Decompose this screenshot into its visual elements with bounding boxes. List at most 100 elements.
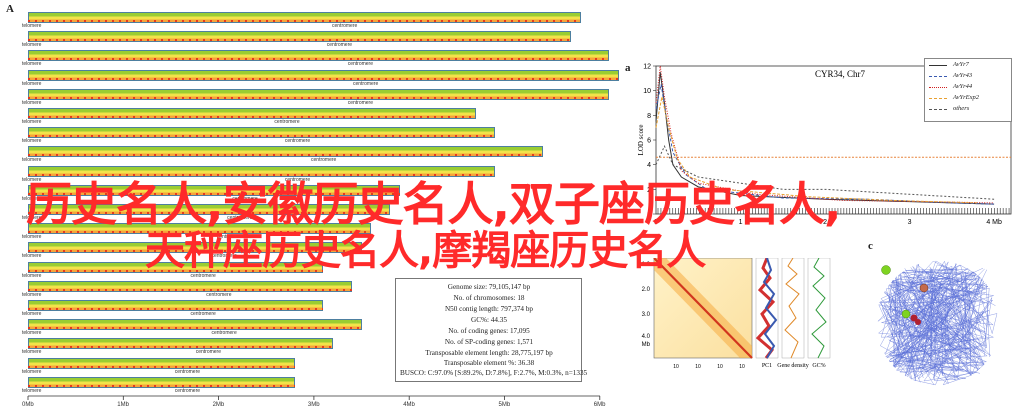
chromosome-6-hotspots <box>28 116 476 118</box>
centromere-label: centromere <box>227 215 253 221</box>
chromosome-4 <box>28 69 619 81</box>
telomere-label: telomere <box>22 195 42 202</box>
lod-series-others <box>655 144 995 200</box>
centromere-label: centromere <box>195 349 222 356</box>
telomere-label: telomere <box>22 176 42 183</box>
legend-label-avyrexp2: AvYrExp2 <box>953 94 979 101</box>
chromatin-strand <box>890 264 993 357</box>
legend-label-avyr7: AvYr7 <box>953 61 969 68</box>
centromere-label: centromere <box>216 234 242 241</box>
lod-y-tick-label: 12 <box>643 64 651 71</box>
centromere-label: centromere <box>211 330 237 337</box>
stat-te-percent: Transposable element %: 36.38 <box>443 359 535 367</box>
telomere-label: telomere <box>22 330 42 337</box>
lod-x-tick-label: 2 <box>823 219 827 226</box>
chromatin-strand <box>888 266 991 356</box>
legend-swatch-others <box>929 109 947 110</box>
lod-y-tick-label: 6 <box>647 138 651 145</box>
legend-label-others: others <box>953 105 970 112</box>
chromatin-strand <box>890 268 973 353</box>
marker-red-2 <box>915 319 921 325</box>
telomere-label: telomere <box>22 368 42 375</box>
chromosome-14 <box>28 261 324 273</box>
track-label-gc: GC% <box>812 363 825 369</box>
hic-y-tick-4: 4.0 <box>642 334 651 340</box>
lod-x-tick-label: 3 <box>908 219 912 226</box>
centromere-label: centromere <box>284 176 311 183</box>
chromatin-strand <box>892 280 964 372</box>
chromatin-strand <box>879 280 984 375</box>
chromosome-19 <box>28 357 295 369</box>
chromatin-strand <box>892 279 983 386</box>
hic-y-tick-2: 2.0 <box>642 287 651 293</box>
lod-x-tick-label: 4 Mb <box>986 219 1002 226</box>
panel-letter-a-right: a <box>625 62 631 74</box>
lod-x-tick-label: 1 <box>739 219 743 226</box>
chromosome-15 <box>28 280 353 292</box>
legend-label-avyr44: AvYr44 <box>953 83 973 90</box>
chromatin-strand <box>886 277 986 359</box>
track-label-pc1: PC1 <box>762 363 772 369</box>
pc1-track <box>755 258 779 359</box>
chromosome-13-hotspots <box>28 250 362 253</box>
centromere-label: centromere <box>326 42 353 49</box>
stat-chromosomes: No. of chromosomes: 18 <box>453 294 525 302</box>
centromere-label: centromere <box>190 311 216 317</box>
legend-swatch-avyr7 <box>929 65 947 66</box>
chromatin-strand <box>888 285 977 384</box>
chromosome-8 <box>28 146 543 158</box>
chromosome-2-hotspots <box>28 39 572 42</box>
stat-te-length: Transposable element length: 28,775,197 … <box>425 349 553 357</box>
chromosome-20 <box>28 376 295 388</box>
chromosome-6 <box>28 108 476 119</box>
lod-y-tick-label: 8 <box>647 113 651 120</box>
chromatin-strand <box>883 268 985 383</box>
hic-x-tick-2: 10 <box>695 364 701 370</box>
legend-swatch-avyrexp2 <box>929 98 947 99</box>
chromosome-9-hotspots <box>28 173 495 176</box>
telomere-label: telomere <box>22 119 42 125</box>
centromere-label: centromere <box>274 119 300 125</box>
chromatin-strand <box>892 280 978 378</box>
chromatin-strand <box>889 273 952 381</box>
axis-tick-label: 1Mb <box>117 402 129 408</box>
axis-tick-label: 5Mb <box>498 402 511 408</box>
hic-y-tick-3: 3.0 <box>642 312 651 318</box>
chromosome-1 <box>28 12 581 23</box>
chromosome-10-hotspots <box>28 192 400 195</box>
chromosome-7 <box>28 127 495 139</box>
telomere-label: telomere <box>22 349 42 356</box>
chromatin-strand <box>905 269 978 380</box>
chromosome-5-hotspots <box>28 96 610 99</box>
centromere-label: centromere <box>190 272 216 279</box>
centromere-label: centromere <box>347 99 374 106</box>
stat-coding-genes: No. of coding genes: 17,095 <box>448 327 530 335</box>
chromosome-8-hotspots <box>28 154 543 157</box>
lod-y-tick-label: 4 <box>647 162 651 169</box>
axis-tick-label: 0Mb <box>22 402 34 408</box>
lod-y-label: LOD score <box>637 125 645 156</box>
lod-y-tick-label: 0 <box>647 212 651 219</box>
centromere-label: centromere <box>232 195 258 202</box>
telomere-label: telomere <box>22 387 42 394</box>
stat-gc: GC%: 44.35 <box>471 316 507 324</box>
panel-letter-a-left: A <box>6 3 14 15</box>
gene-density-track <box>781 258 805 359</box>
telomere-label: telomere <box>22 99 42 106</box>
marker-red-1 <box>910 314 918 322</box>
chromosome-5 <box>28 88 610 100</box>
stat-busco: BUSCO: C:97.0% [S:89.2%, D:7.8%], F:2.7%… <box>400 369 588 377</box>
lod-y-tick-label: 10 <box>643 88 651 95</box>
chromosome-13 <box>28 242 362 254</box>
chromosome-11-hotspots <box>28 212 391 214</box>
chromatin-strand <box>883 276 961 373</box>
chromatin-strand <box>879 264 996 326</box>
chromatin-strand <box>880 266 985 365</box>
telomere-label: telomere <box>22 215 42 221</box>
telomere-label: telomere <box>22 234 42 241</box>
chromatin-strand <box>880 265 981 378</box>
centromere-label: centromere <box>174 387 201 394</box>
hic-y-tick-1: 1.0 <box>642 262 651 268</box>
axis-tick-label: 2Mb <box>212 402 225 408</box>
centromere-label: centromere <box>347 61 374 68</box>
